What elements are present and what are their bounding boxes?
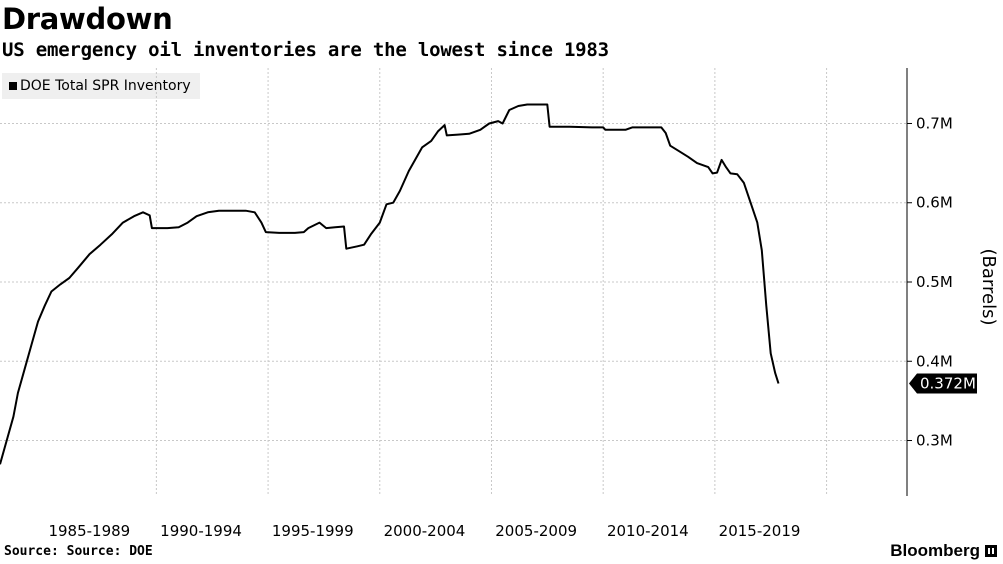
x-tick-label: 1985-1989 xyxy=(48,522,130,540)
chart-title: Drawdown xyxy=(2,2,173,36)
y-tick-label: 0.5M xyxy=(916,273,953,291)
source-note: Source: Source: DOE xyxy=(4,544,153,559)
x-tick-label: 2000-2004 xyxy=(384,522,466,540)
x-tick-label: 2005-2009 xyxy=(495,522,577,540)
x-tick-label: 1995-1999 xyxy=(272,522,354,540)
x-tick-label: 1990-1994 xyxy=(160,522,242,540)
y-tick-label: 0.7M xyxy=(916,114,953,132)
last-value-label: 0.372M xyxy=(920,374,976,392)
y-tick-label: 0.6M xyxy=(916,194,953,212)
x-tick-label: 2015-2019 xyxy=(719,522,801,540)
bloomberg-icon xyxy=(985,545,997,557)
last-value-badge xyxy=(909,373,977,394)
x-tick-label: 2010-2014 xyxy=(607,522,689,540)
brand-label: Bloomberg xyxy=(890,541,980,560)
legend: DOE Total SPR Inventory xyxy=(2,73,200,99)
y-tick-label: 0.3M xyxy=(916,432,953,450)
chart-subtitle: US emergency oil inventories are the low… xyxy=(2,39,609,61)
legend-swatch xyxy=(9,82,17,90)
y-tick-label: 0.4M xyxy=(916,352,953,370)
y-axis-title: (Barrels) xyxy=(978,249,999,326)
series-line xyxy=(0,103,780,465)
legend-label: DOE Total SPR Inventory xyxy=(20,78,191,94)
bloomberg-logo: Bloomberg xyxy=(890,541,997,561)
